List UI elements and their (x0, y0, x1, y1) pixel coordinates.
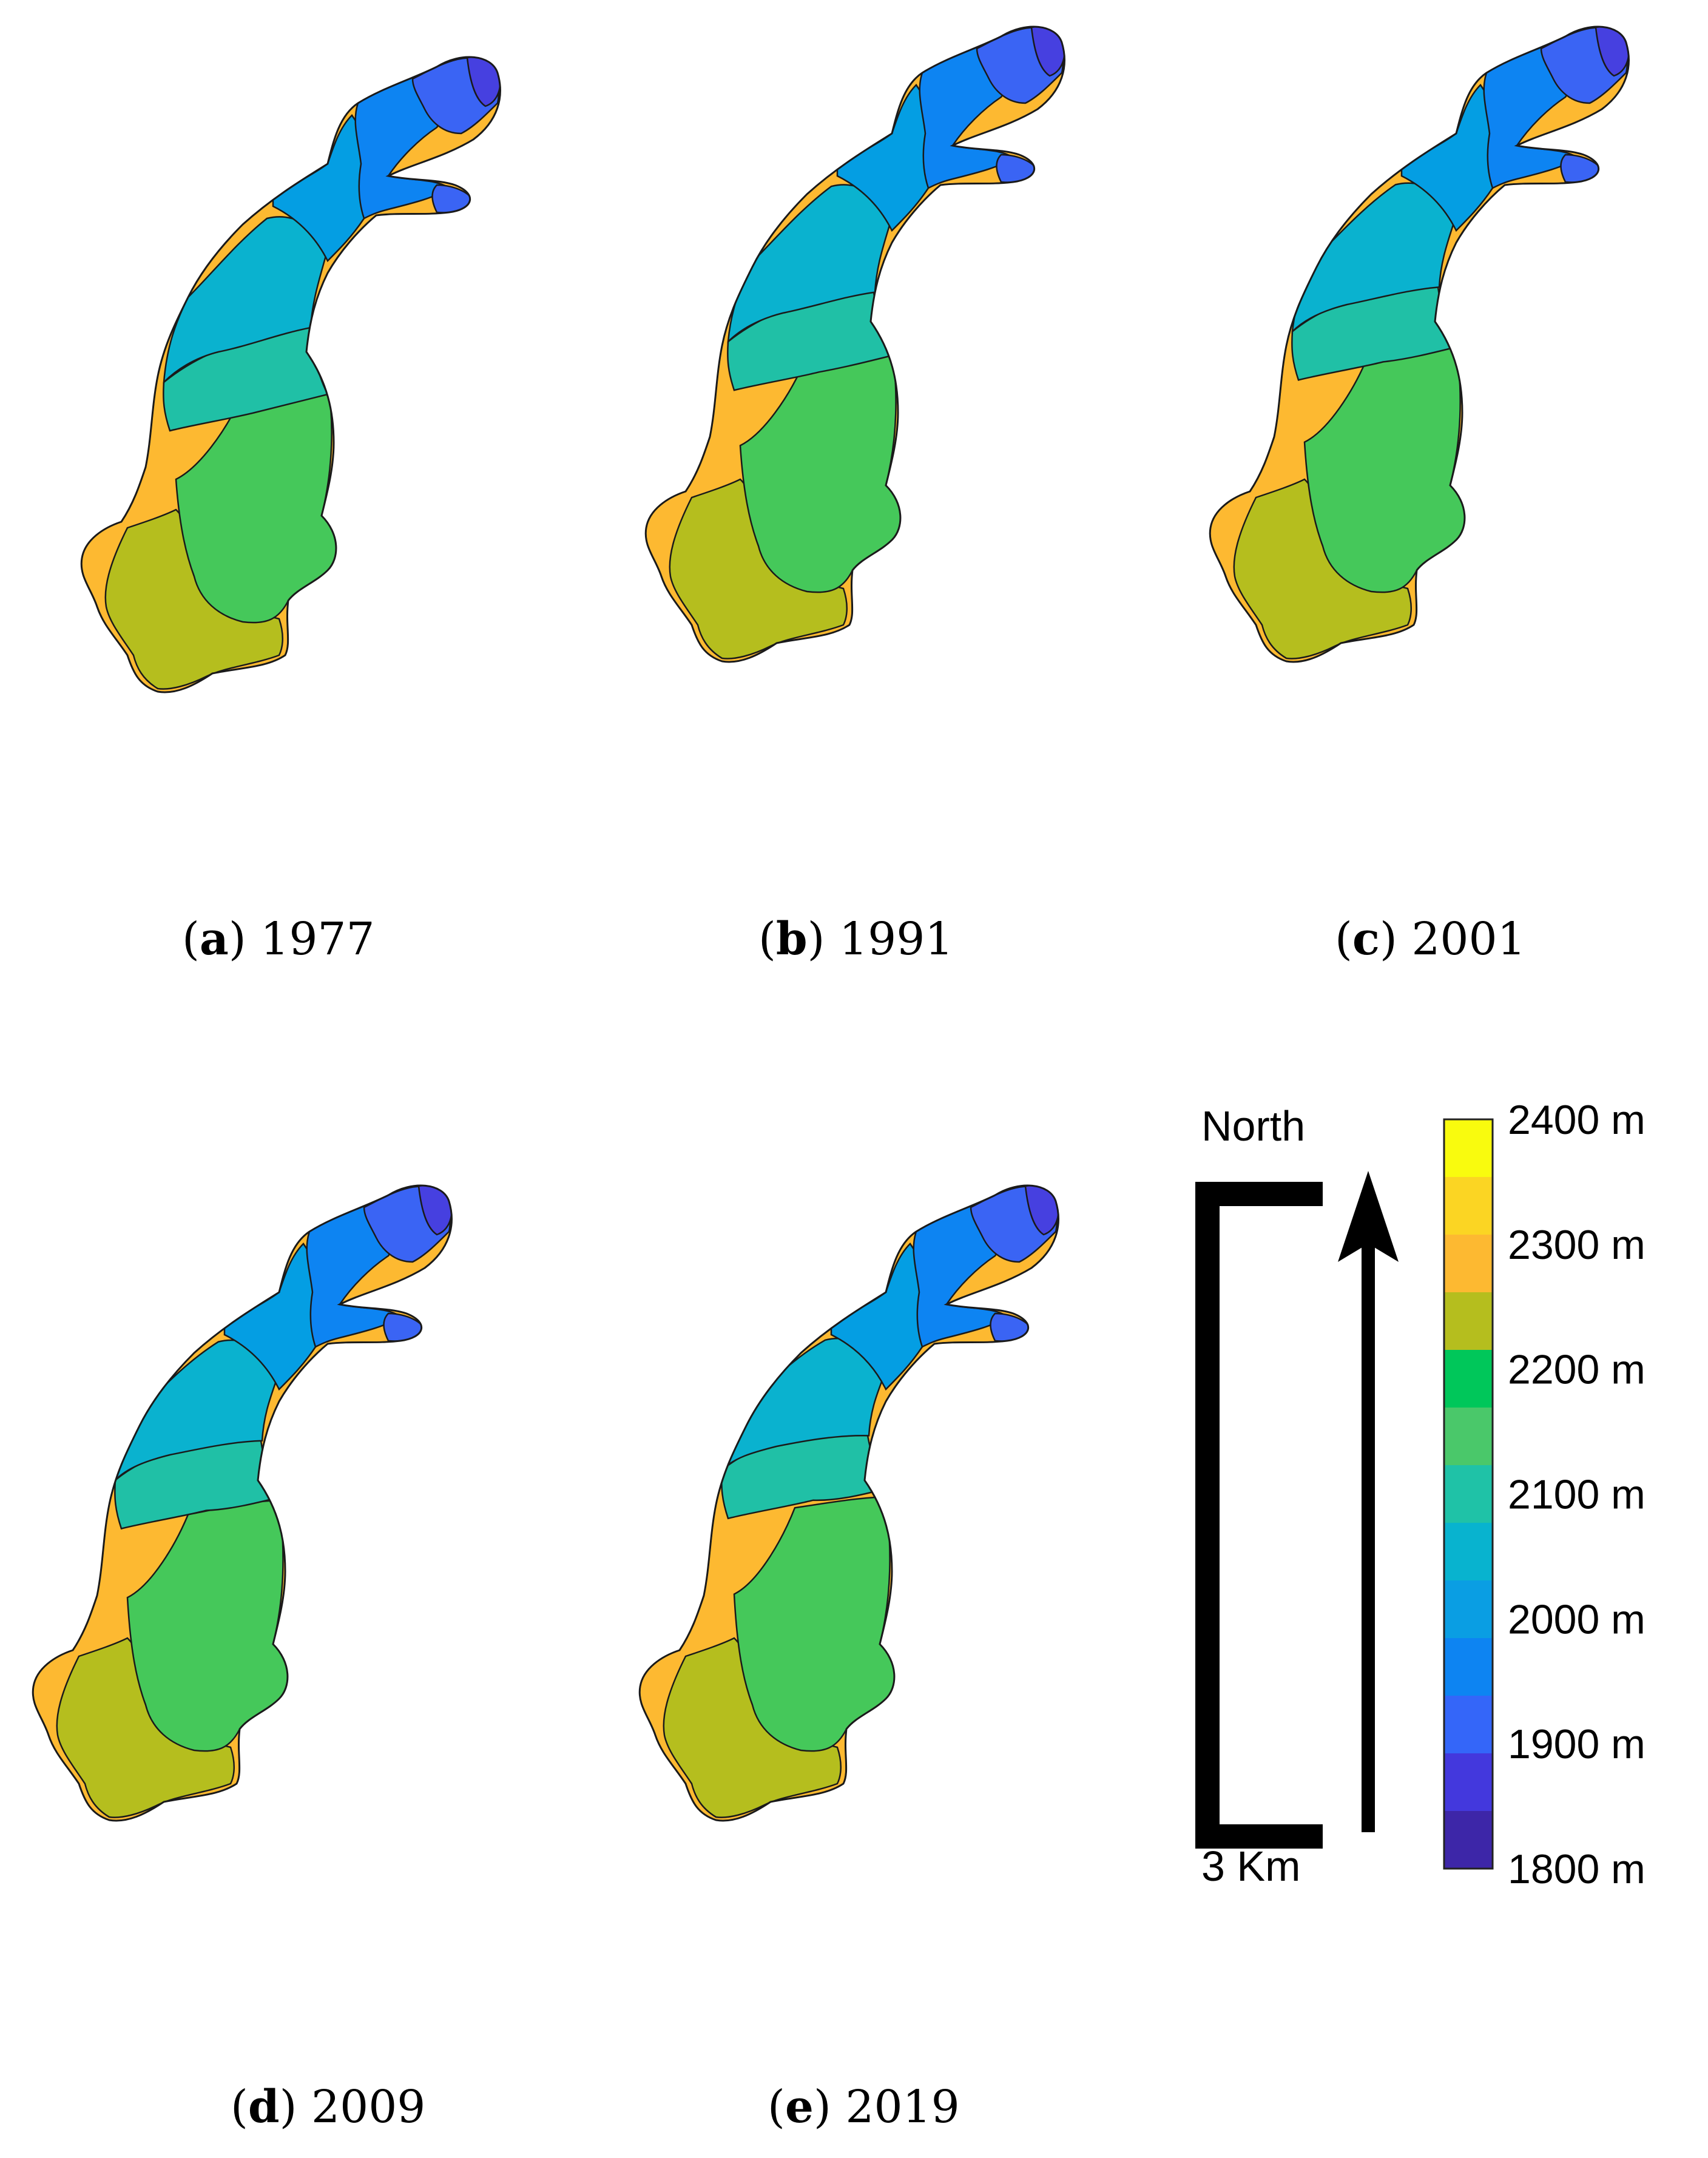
scale-bar (1195, 1182, 1323, 1849)
glacier-map-a (80, 56, 501, 693)
caption-c: (c) 2001 (1335, 913, 1526, 965)
colorbar-swatch (1444, 1811, 1493, 1869)
colorbar-swatch (1444, 1235, 1493, 1293)
colorbar-swatch (1444, 1696, 1493, 1754)
glacier-outline (32, 1184, 453, 1822)
colorbar-tick-label: 2100 m (1508, 1472, 1646, 1518)
colorbar-swatch (1444, 1408, 1493, 1466)
north-arrow-icon (1338, 1171, 1399, 1832)
colorbar-tick-label: 2200 m (1508, 1347, 1646, 1393)
caption-e: (e) 2019 (768, 2081, 960, 2133)
colorbar-labels: 2400 m 2300 m 2200 m 2100 m 2000 m 1900 m 1800… (1508, 1097, 1646, 1892)
colorbar-tick-label: 1900 m (1508, 1721, 1646, 1767)
glacier-outline (1209, 25, 1630, 663)
elevation-band (1291, 182, 1457, 334)
colorbar-frame (1443, 1118, 1494, 1870)
caption-d: (d) 2009 (231, 2081, 426, 2133)
colorbar-swatch (1444, 1292, 1493, 1350)
colorbar-tick-label: 2400 m (1508, 1097, 1646, 1143)
caption-b: (b) 1991 (758, 913, 954, 965)
colorbar-tick-label: 2000 m (1508, 1596, 1646, 1642)
colorbar-swatch (1444, 1350, 1493, 1408)
colorbar-swatch (1444, 1753, 1493, 1812)
glacier-outline (644, 25, 1065, 663)
colorbar-swatch (1444, 1580, 1493, 1639)
colorbar-swatch (1444, 1177, 1493, 1235)
glacier-map-d (32, 1184, 453, 1822)
colorbar-swatch (1444, 1119, 1493, 1178)
north-label: North (1201, 1102, 1305, 1150)
colorbar-tick-label: 2300 m (1508, 1222, 1646, 1268)
glacier-map-e (638, 1184, 1059, 1822)
legend: North 3 Km 2400 m 2300 m 2200 m 2100 m 2000 … (1195, 1097, 1646, 1892)
glacier-outline (638, 1184, 1059, 1822)
colorbar (1443, 1118, 1494, 1870)
colorbar-swatch (1444, 1638, 1493, 1696)
glacier-map-c (1209, 25, 1630, 663)
colorbar-swatch (1444, 1523, 1493, 1581)
colorbar-swatch (1444, 1465, 1493, 1523)
glacier-outline (80, 56, 501, 693)
glacier-map-b (644, 25, 1065, 663)
colorbar-tick-label: 1800 m (1508, 1846, 1646, 1892)
scale-label: 3 Km (1201, 1843, 1300, 1890)
caption-a: (a) 1977 (182, 913, 375, 965)
